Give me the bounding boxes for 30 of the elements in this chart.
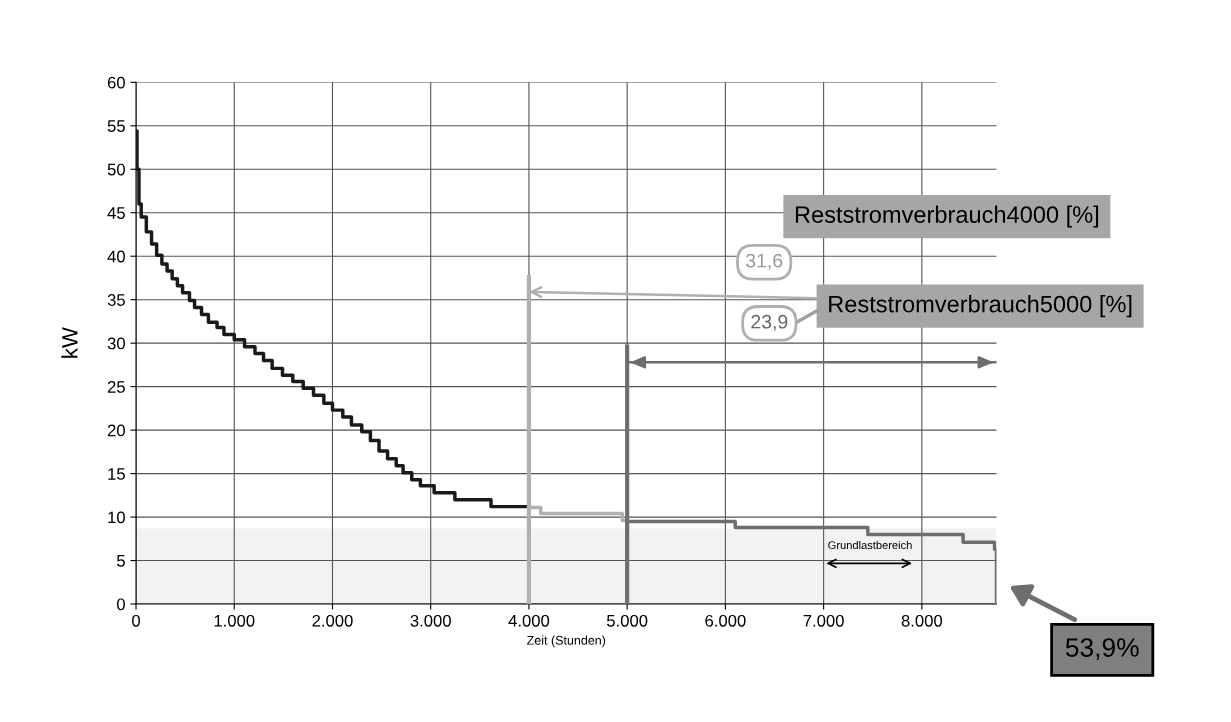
x-tick-label: 7.000	[803, 614, 844, 627]
y-tick-label: 40	[107, 250, 125, 263]
y-tick-label: 0	[116, 598, 125, 611]
x-tick-label: 3.000	[410, 614, 451, 627]
x-tick-label: 8.000	[901, 614, 943, 627]
annotation: Reststromverbrauch4000 [%]	[795, 205, 1099, 228]
annotation: Reststromverbrauch5000 [%]	[829, 295, 1132, 318]
y-tick-label: 20	[107, 424, 125, 437]
x-axis-title: Zeit (Stunden)	[527, 635, 606, 648]
y-tick-label: 50	[107, 163, 125, 176]
y-tick-label: 5	[117, 555, 125, 567]
x-tick-label: 4.000	[508, 614, 550, 627]
y-axis-title: kW	[61, 327, 78, 358]
annotation: 23,9	[751, 314, 788, 331]
y-tick-label: 35	[107, 294, 125, 306]
x-tick-label: 0	[132, 614, 141, 627]
x-tick-label: 2.000	[312, 614, 353, 627]
y-tick-label: 55	[107, 120, 125, 132]
y-tick-label: 10	[108, 511, 125, 524]
y-tick-label: 45	[107, 207, 125, 219]
y-tick-label: 15	[108, 468, 125, 480]
x-tick-label: 1.000	[214, 614, 255, 627]
x-tick-label: 5.000	[606, 614, 648, 627]
y-tick-label: 30	[107, 337, 125, 350]
y-tick-label: 60	[107, 76, 125, 89]
annotation: Grundlastbereich	[828, 540, 912, 550]
annotation: 31,6	[745, 253, 783, 270]
x-tick-label: 6.000	[705, 614, 746, 627]
y-tick-label: 25	[107, 381, 125, 393]
text: 53,9%	[1065, 638, 1139, 660]
